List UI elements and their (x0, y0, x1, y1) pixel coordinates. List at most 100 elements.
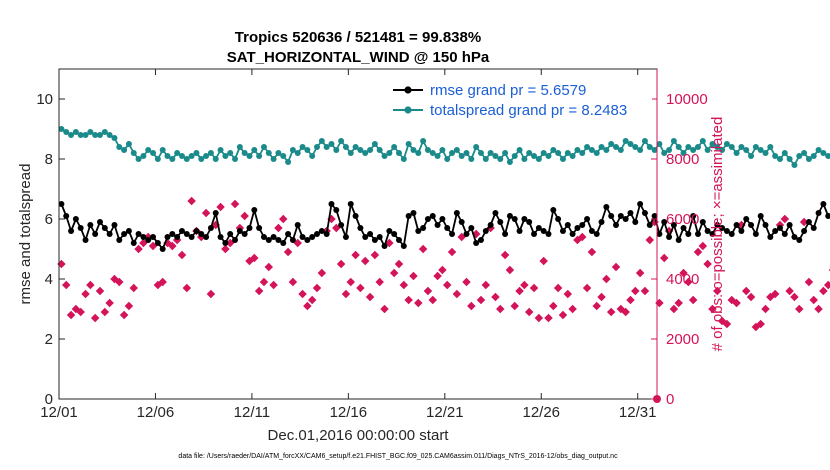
spread-point (613, 144, 620, 150)
spread-point (280, 153, 287, 159)
spread-point (357, 147, 364, 153)
legend-box (390, 78, 652, 124)
rmse-point (468, 225, 475, 231)
obs-point (187, 196, 196, 206)
spread-point (603, 147, 610, 153)
rmse-point (569, 231, 576, 237)
spread-point (169, 156, 176, 162)
obs-point (558, 310, 568, 320)
rmse-point (805, 219, 812, 225)
spread-point (492, 153, 499, 159)
spread-point (453, 147, 460, 153)
rmse-point (289, 237, 296, 243)
obs-point (795, 304, 804, 314)
spread-point (810, 153, 817, 159)
obs-point (597, 292, 606, 302)
obs-point (770, 289, 780, 299)
spread-point (444, 156, 451, 162)
spread-point (333, 147, 340, 153)
rmse-point (627, 210, 634, 216)
rmse-point (434, 222, 441, 228)
spread-point (593, 150, 600, 156)
rmse-point (584, 216, 591, 222)
obs-point (153, 280, 163, 290)
rmse-point (531, 231, 538, 237)
obs-point (254, 286, 264, 296)
x-axis-label: Dec.01,2016 00:00:00 start (268, 427, 450, 444)
rmse-point (613, 222, 620, 228)
obs-point (148, 241, 158, 251)
rmse-point (299, 234, 306, 240)
spread-point (352, 144, 359, 150)
rmse-point (251, 207, 258, 213)
rmse-point (241, 231, 248, 237)
obs-point (693, 247, 703, 257)
spread-point (265, 150, 272, 156)
obs-point (674, 298, 683, 308)
spread-point (72, 129, 79, 135)
obs-point (264, 262, 274, 272)
rmse-point (449, 231, 456, 237)
obs-point (727, 295, 736, 305)
spread-point (767, 144, 774, 150)
rmse-point (68, 228, 75, 234)
obs-point (293, 238, 302, 248)
rmse-point (106, 231, 113, 237)
obs-point (71, 304, 81, 314)
spread-point (342, 144, 349, 150)
obs-point (158, 277, 167, 287)
obs-point (785, 286, 794, 296)
rmse-point (757, 213, 764, 219)
rmse-point (150, 234, 157, 240)
footnote: data file: /Users/raeder/DAI/ATM_forcXX/… (178, 453, 618, 460)
spread-point (622, 138, 629, 144)
rmse-point (535, 225, 542, 231)
spread-point (241, 150, 248, 156)
spread-point (825, 153, 830, 159)
rmse-point (810, 225, 817, 231)
spread-point (733, 150, 740, 156)
rmse-point (207, 225, 214, 231)
obs-point (351, 250, 360, 260)
obs-point (356, 283, 365, 293)
obs-point (476, 295, 486, 305)
rmse-point (371, 237, 378, 243)
spread-point (58, 126, 65, 132)
obs-point (380, 304, 389, 314)
obs-point (761, 304, 770, 314)
spread-point (584, 144, 591, 150)
rmse-point (675, 237, 682, 243)
obs-point (804, 277, 814, 287)
obs-point (751, 322, 761, 332)
obs-point (534, 313, 544, 323)
rmse-point (651, 213, 658, 219)
rmse-point (429, 213, 436, 219)
obs-point (86, 280, 95, 290)
obs-point (684, 277, 693, 287)
obs-point (399, 280, 409, 290)
rmse-point (183, 231, 190, 237)
rmse-point (497, 219, 504, 225)
rmse-point (646, 222, 653, 228)
spread-point (328, 141, 335, 147)
obs-point (90, 313, 100, 323)
spread-point (207, 150, 214, 156)
obs-point (544, 313, 553, 323)
rmse-point (502, 231, 509, 237)
spread-point (714, 144, 721, 150)
rmse-point (309, 234, 316, 240)
obs-point (182, 283, 192, 293)
spread-point (815, 147, 822, 153)
obs-point (467, 301, 476, 311)
rmse-point (439, 216, 446, 222)
rmse-point (227, 231, 234, 237)
obs-point (221, 244, 230, 254)
spread-point (314, 144, 321, 150)
spread-point (526, 150, 533, 156)
rmse-point (135, 231, 142, 237)
rmse-point (603, 204, 610, 210)
spread-point (646, 144, 653, 150)
legend-spread-label: totalspread grand pr = 8.2483 (430, 102, 627, 119)
obs-point (578, 232, 587, 242)
rmse-point (796, 237, 803, 243)
